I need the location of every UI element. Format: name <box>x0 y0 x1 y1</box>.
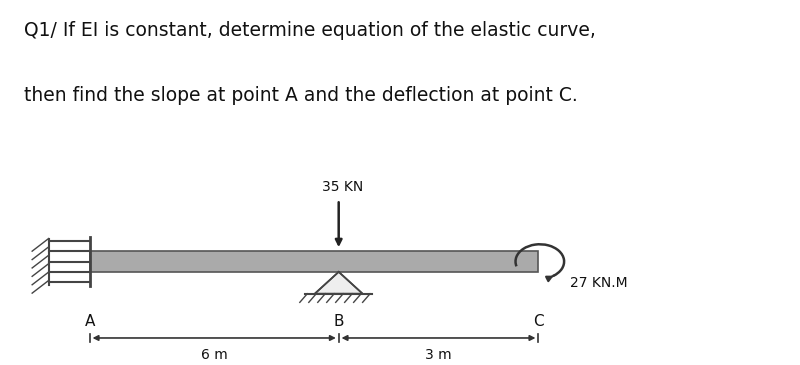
Text: C: C <box>533 314 544 329</box>
Text: 3 m: 3 m <box>425 348 452 362</box>
Text: 35 KN: 35 KN <box>322 180 363 194</box>
Text: 6 m: 6 m <box>201 348 227 362</box>
Text: A: A <box>85 314 95 329</box>
Text: then find the slope at point A and the deflection at point C.: then find the slope at point A and the d… <box>24 86 578 105</box>
Text: B: B <box>334 314 344 329</box>
FancyBboxPatch shape <box>90 251 538 272</box>
Text: 27 KN.M: 27 KN.M <box>570 276 627 291</box>
Polygon shape <box>314 272 362 294</box>
Text: Q1/ If EI is constant, determine equation of the elastic curve,: Q1/ If EI is constant, determine equatio… <box>24 21 596 40</box>
